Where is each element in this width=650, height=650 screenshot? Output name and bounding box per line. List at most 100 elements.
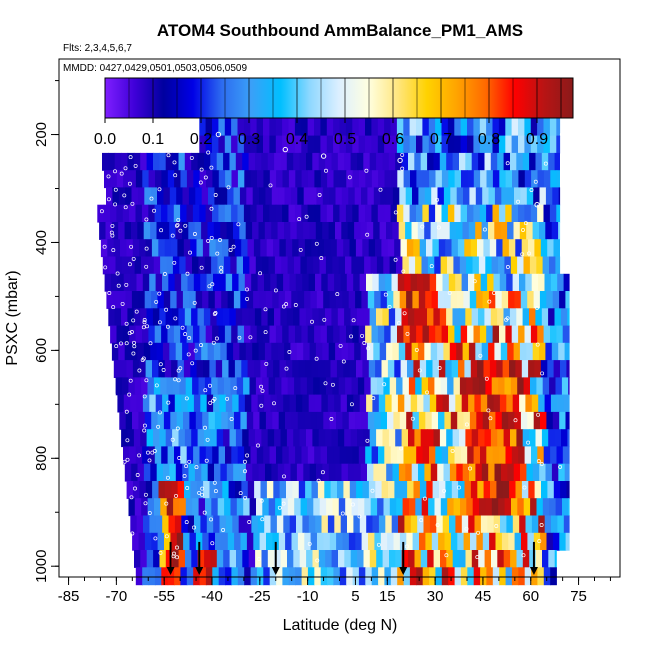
sample-point (127, 262, 132, 267)
heatmap-cell (277, 222, 285, 240)
colorbar-tick-label: 0.7 (430, 131, 452, 148)
heatmap-cell (415, 377, 423, 396)
sample-point (376, 542, 381, 547)
heatmap-cell (460, 567, 468, 586)
heatmap-cell (406, 291, 414, 309)
heatmap-cell (186, 446, 194, 465)
heatmap-cell (565, 291, 570, 309)
heatmap-cell (199, 567, 207, 586)
heatmap-cell (371, 135, 379, 154)
heatmap-cell (284, 463, 292, 482)
heatmap-cell (425, 411, 433, 430)
heatmap-cell (471, 308, 479, 327)
heatmap-cell (417, 515, 425, 534)
heatmap-cell (302, 515, 310, 534)
heatmap-cell (294, 256, 301, 275)
heatmap-cell (473, 446, 481, 465)
heatmap-cell (539, 222, 546, 240)
heatmap-cell (165, 308, 173, 327)
x-tick-label: 45 (475, 588, 492, 605)
heatmap-cell (250, 118, 258, 137)
heatmap-cell (170, 411, 178, 430)
heatmap-cell (182, 342, 190, 361)
heatmap-cell (495, 411, 503, 430)
heatmap-cell (310, 532, 318, 551)
heatmap-cell (336, 411, 343, 430)
heatmap-cell (374, 532, 382, 551)
heatmap-cell (168, 273, 176, 292)
heatmap-cell (149, 273, 157, 292)
heatmap-cell (233, 342, 241, 361)
heatmap-cell (355, 239, 363, 258)
sample-point (185, 271, 190, 276)
heatmap-cell (567, 308, 570, 327)
heatmap-cell (555, 256, 561, 275)
heatmap-cell (474, 515, 482, 534)
sample-point (383, 292, 388, 297)
sample-point (206, 238, 211, 243)
heatmap-cell (360, 222, 368, 240)
heatmap-cell (475, 342, 483, 361)
heatmap-cell (543, 118, 551, 137)
heatmap-cell (557, 273, 565, 292)
heatmap-cell (261, 152, 269, 171)
heatmap-cell (511, 135, 519, 154)
heatmap-cell (284, 222, 291, 240)
heatmap-cell (197, 152, 205, 171)
heatmap-cell (487, 394, 495, 413)
heatmap-cell (472, 256, 480, 275)
heatmap-cell (118, 342, 126, 361)
heatmap-cell (543, 567, 551, 586)
heatmap-cell (146, 152, 154, 171)
sample-point (127, 392, 132, 397)
sample-point (238, 491, 243, 496)
colorbar-tick-label: 0.4 (286, 131, 308, 148)
sample-point (535, 305, 539, 310)
heatmap-cell (492, 567, 500, 586)
sample-point (324, 168, 328, 173)
heatmap-cell (262, 256, 270, 275)
heatmap-cell (383, 256, 391, 275)
heatmap-cell (473, 118, 481, 137)
heatmap-cell (173, 377, 180, 396)
heatmap-cell (384, 325, 392, 344)
heatmap-cell (248, 550, 256, 568)
heatmap-cell (123, 273, 131, 292)
y-tick-label: 800 (33, 446, 50, 471)
heatmap-cell (393, 291, 401, 309)
heatmap-cell (342, 291, 350, 309)
heatmap-cell (217, 256, 225, 275)
heatmap-cell (218, 567, 226, 586)
heatmap-cell (116, 204, 124, 223)
sample-point (199, 343, 203, 348)
heatmap-cell (405, 463, 413, 482)
heatmap-cell (226, 342, 234, 361)
heatmap-cell (197, 550, 205, 568)
heatmap-cell (373, 222, 381, 240)
heatmap-cell (542, 550, 549, 568)
sample-point (213, 489, 218, 494)
heatmap-cell (509, 481, 517, 499)
heatmap-cell (220, 342, 228, 361)
heatmap-cell (256, 567, 264, 586)
sample-point (521, 228, 525, 232)
sample-point (142, 428, 147, 433)
heatmap-cell (410, 515, 418, 534)
heatmap-cell (563, 394, 570, 413)
heatmap-cell (263, 135, 270, 154)
heatmap-cell (558, 463, 566, 482)
sample-point (115, 521, 120, 526)
heatmap-cell (280, 429, 288, 448)
heatmap-cell (467, 135, 474, 154)
heatmap-cell (417, 222, 425, 240)
heatmap-cell (106, 187, 113, 206)
heatmap-cell (192, 256, 199, 275)
heatmap-cell (411, 342, 419, 361)
heatmap-cell (256, 118, 264, 137)
heatmap-cell (437, 291, 445, 309)
heatmap-cell (540, 532, 548, 551)
heatmap-cell (173, 325, 181, 344)
heatmap-cell (389, 550, 396, 568)
sample-point (219, 269, 224, 274)
heatmap-cell (507, 342, 515, 361)
